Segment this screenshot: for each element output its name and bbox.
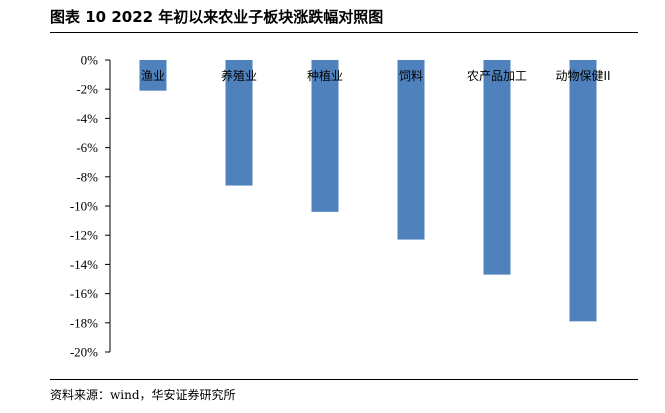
chart-title: 图表 10 2022 年初以来农业子板块涨跌幅对照图 — [50, 8, 384, 26]
category-label: 动物保健II — [555, 69, 610, 83]
bar — [569, 60, 597, 322]
y-tick-label: -20% — [70, 345, 98, 360]
bar — [397, 60, 425, 240]
title-divider — [50, 32, 638, 33]
y-tick-label: -10% — [70, 199, 98, 214]
y-tick-label: 0% — [81, 53, 99, 68]
y-tick-label: -14% — [70, 257, 98, 272]
category-label: 养殖业 — [221, 68, 257, 83]
source-divider — [50, 379, 638, 380]
category-labels: 渔业 养殖业 种植业 饲料 农产品加工 动物保健II — [141, 68, 611, 83]
y-tick-label: -8% — [76, 169, 98, 184]
y-tick-label: -12% — [70, 228, 98, 243]
bar — [139, 60, 167, 91]
y-tick-label: -18% — [70, 315, 98, 330]
category-label: 种植业 — [307, 68, 343, 83]
source-note: 资料来源：wind，华安证券研究所 — [50, 388, 236, 402]
y-tick-label: -16% — [70, 286, 98, 301]
bar — [225, 60, 253, 186]
bar — [483, 60, 511, 275]
y-tick-label: -4% — [76, 111, 98, 126]
bar — [311, 60, 339, 212]
category-label: 渔业 — [141, 69, 165, 83]
bars — [139, 60, 597, 322]
y-axis: 0% -2% -4% -6% -8% -10% -12% -14% -16% -18% -20% — [70, 53, 111, 360]
y-tick-label: -2% — [76, 82, 98, 97]
y-tick-label: -6% — [76, 140, 98, 155]
category-label: 农产品加工 — [467, 69, 527, 83]
category-label: 饲料 — [399, 69, 423, 83]
